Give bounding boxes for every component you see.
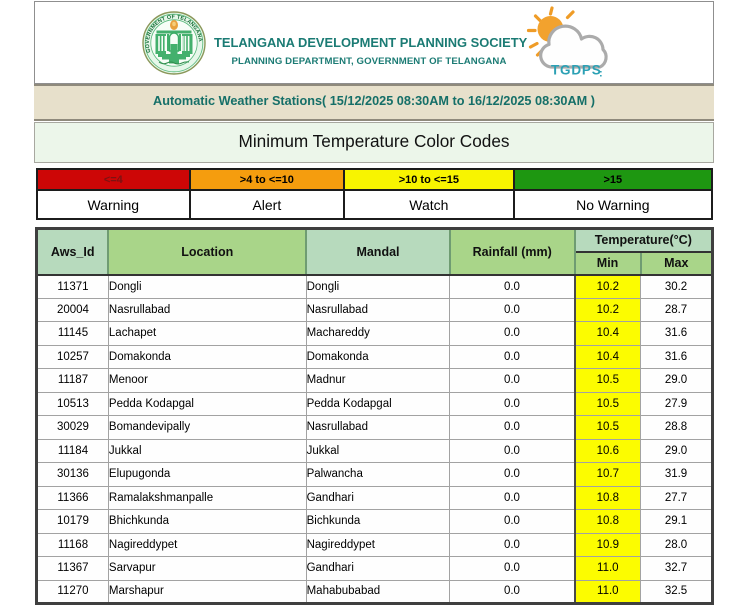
svg-text:TGDPS: TGDPS	[551, 63, 602, 78]
svg-text::: :	[599, 68, 603, 80]
